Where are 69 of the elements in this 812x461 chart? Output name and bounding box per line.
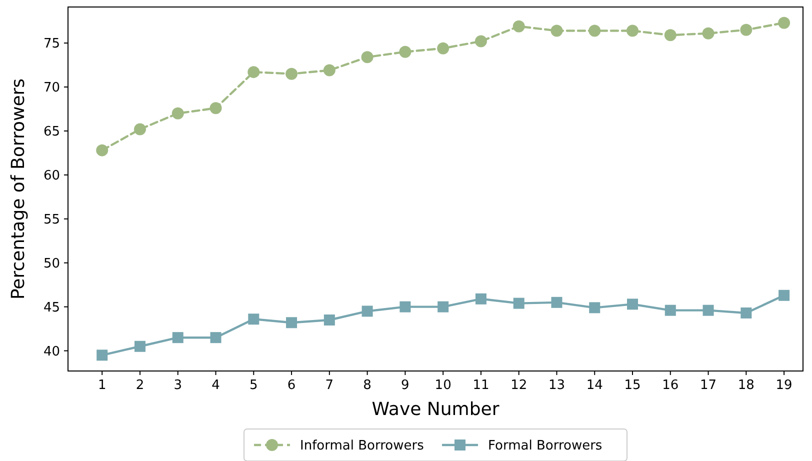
point <box>286 68 298 80</box>
point <box>286 317 298 328</box>
point <box>474 35 487 48</box>
x-axis-title: Wave Number <box>372 399 500 420</box>
point <box>475 293 486 304</box>
y-tick-label: 70 <box>43 80 60 96</box>
x-tick-label: 18 <box>738 378 754 393</box>
point <box>438 301 449 312</box>
x-tick-label: 2 <box>136 378 144 393</box>
x-tick-label: 9 <box>401 378 410 393</box>
x-tick-label: 16 <box>662 378 679 393</box>
point <box>323 64 336 76</box>
x-tick-label: 3 <box>174 378 182 393</box>
x-tick-label: 12 <box>510 378 528 393</box>
point <box>740 307 752 318</box>
point <box>96 350 108 361</box>
point <box>437 42 450 54</box>
point <box>589 302 600 314</box>
point <box>210 332 222 344</box>
x-tick-label: 17 <box>700 378 717 393</box>
y-tick-label: 75 <box>43 36 60 52</box>
x-tick-label: 13 <box>548 378 566 393</box>
x-tick-label: 7 <box>325 378 334 393</box>
y-tick-label: 55 <box>43 212 60 228</box>
x-tick-label: 1 <box>98 378 106 393</box>
x-tick-label: 5 <box>250 378 258 393</box>
point <box>664 304 676 316</box>
y-axis-title: Percentage of Borrowers <box>8 78 29 300</box>
point <box>210 102 222 114</box>
point <box>551 296 562 308</box>
point <box>248 66 260 78</box>
point <box>550 24 563 37</box>
point <box>626 24 639 37</box>
point <box>778 16 790 29</box>
point <box>399 46 412 58</box>
point <box>702 27 714 40</box>
x-tick-label: 14 <box>586 378 603 393</box>
point <box>588 24 601 37</box>
point <box>248 314 260 325</box>
point <box>134 340 146 352</box>
point <box>96 144 108 156</box>
x-tick-label: 4 <box>212 378 220 393</box>
point <box>512 20 525 32</box>
point <box>400 301 411 312</box>
point <box>702 304 714 316</box>
point <box>362 306 373 317</box>
point <box>172 107 184 120</box>
y-tick-label: 50 <box>43 256 60 272</box>
y-tick-label: 60 <box>43 168 60 184</box>
y-tick-label: 45 <box>43 300 60 316</box>
y-tick-label: 65 <box>43 124 60 140</box>
point <box>324 314 335 326</box>
point <box>134 123 146 136</box>
x-tick-label: 11 <box>472 378 490 393</box>
point <box>361 51 374 64</box>
point <box>778 290 790 301</box>
x-tick-label: 15 <box>624 378 641 393</box>
x-tick-label: 8 <box>363 378 372 393</box>
legend-label: Informal Borrowers <box>300 438 424 454</box>
point <box>513 298 524 309</box>
point <box>627 298 638 310</box>
x-tick-label: 19 <box>776 378 792 393</box>
x-tick-label: 6 <box>287 378 296 393</box>
y-tick-label: 40 <box>43 344 60 360</box>
legend-label: Formal Borrowers <box>488 438 602 454</box>
point <box>740 24 752 36</box>
x-tick-label: 10 <box>434 378 452 393</box>
point <box>172 332 184 344</box>
point <box>664 29 676 42</box>
